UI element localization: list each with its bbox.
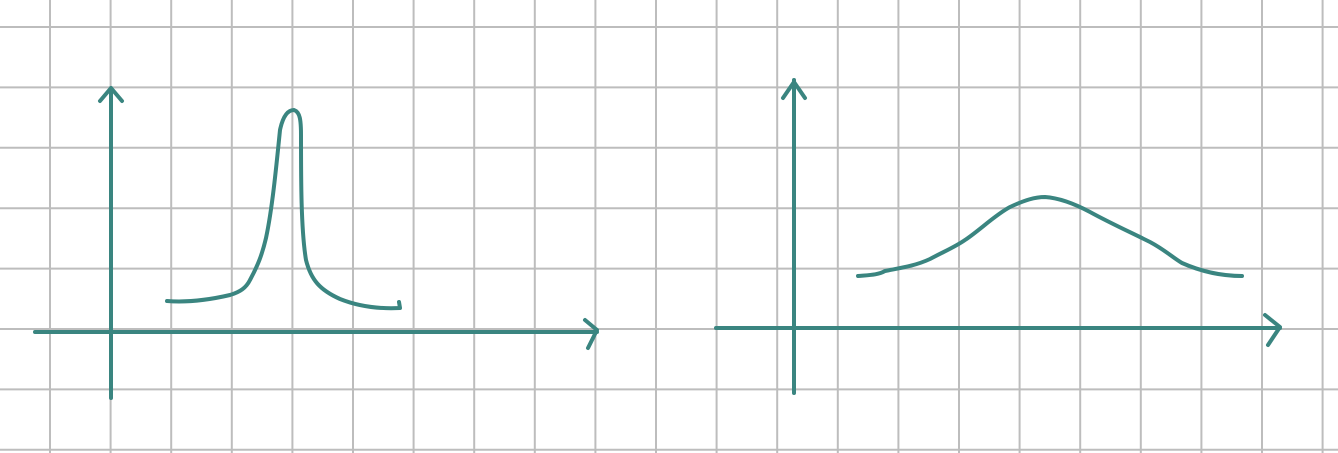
broad-bell-curve [856, 195, 1244, 278]
left-x-axis [33, 318, 599, 350]
sharp-peak-curve [165, 108, 402, 311]
left-sketch [33, 86, 599, 400]
right-x-axis [714, 313, 1282, 347]
right-y-axis [781, 78, 807, 395]
left-y-axis [98, 86, 124, 400]
right-sketch [714, 78, 1282, 395]
